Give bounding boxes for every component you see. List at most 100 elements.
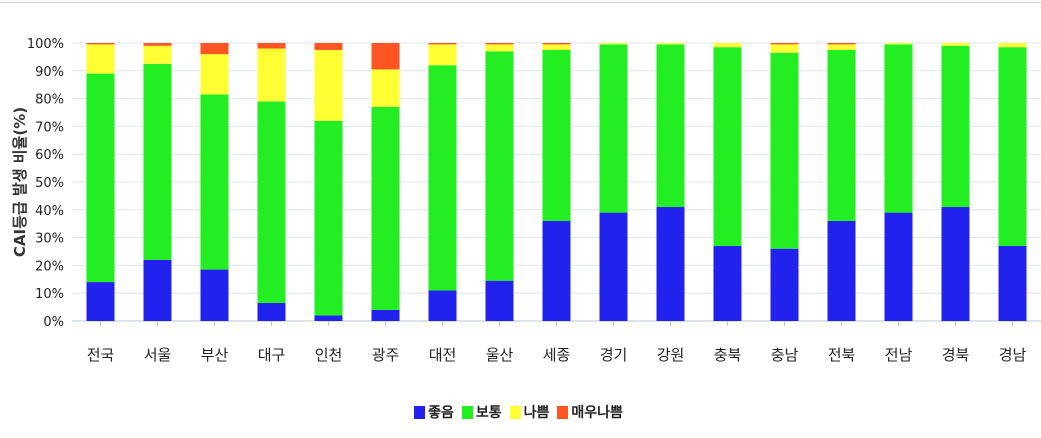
legend-label: 보통 [475, 405, 502, 421]
bar-segment [770, 43, 799, 45]
bar-segment [827, 49, 856, 221]
bars [86, 43, 1027, 321]
x-tick-label: 세종 [543, 346, 571, 364]
x-tick-label: 광주 [372, 346, 400, 364]
bar-segment [86, 43, 115, 45]
bar-segment [485, 44, 514, 52]
x-tick-label: 부산 [201, 346, 229, 364]
bar-segment [713, 47, 742, 246]
x-tick-label: 울산 [486, 346, 514, 364]
bar-segment [884, 212, 913, 321]
x-tick-label: 서울 [144, 346, 172, 364]
bar-segment [713, 245, 742, 321]
bar-segment [371, 69, 400, 107]
y-axis-title: CAI등급 발생 비율(%) [11, 107, 29, 257]
bar-segment [542, 49, 571, 221]
bar-segment [713, 43, 742, 48]
bar-segment [941, 207, 970, 321]
bar-segment [314, 315, 343, 321]
bar-segment [257, 101, 286, 303]
bar-segment [599, 43, 628, 45]
bar-segment [998, 47, 1027, 246]
bar-segment [314, 49, 343, 121]
bar-segment [827, 220, 856, 321]
y-tick-label: 20% [35, 259, 64, 274]
bar-segment [770, 52, 799, 249]
bar-segment [428, 44, 457, 66]
bar-segment [599, 212, 628, 321]
bar-segment [884, 43, 913, 45]
x-tick-label: 전국 [87, 346, 115, 364]
bar-segment [542, 43, 571, 45]
y-tick-label: 50% [35, 176, 64, 191]
axes: 0% 10% 20% 30% 40% 50% 60% 70% 80% 90% 100% 전국 서울 부산 대… [27, 37, 1027, 364]
x-tick-label: 충북 [714, 346, 742, 364]
bar-segment [941, 45, 970, 208]
bar-segment [770, 248, 799, 321]
bar-segment [86, 282, 115, 321]
legend-swatch [509, 405, 521, 419]
bar-segment [884, 44, 913, 213]
top-divider [0, 2, 1041, 3]
legend-swatch [557, 405, 569, 419]
bar-segment [656, 207, 685, 321]
bar-segment [998, 43, 1027, 48]
legend-swatch [414, 405, 426, 419]
bar-segment [371, 43, 400, 70]
y-tick-label: 30% [35, 232, 64, 247]
bar-segment [200, 269, 229, 321]
legend-label: 나쁨 [523, 405, 550, 421]
bar-segment [314, 43, 343, 50]
bar-segment [542, 220, 571, 321]
bar-segment [428, 43, 457, 45]
bar-segment [143, 259, 172, 321]
stacked-bar-chart: 0% 10% 20% 30% 40% 50% 60% 70% 80% 90% 100% 전국 서울 부산 대… [11, 37, 1041, 364]
bar-segment [827, 43, 856, 45]
legend-label: 좋음 [428, 405, 454, 421]
y-tick-label: 90% [35, 65, 64, 80]
bar-segment [428, 290, 457, 321]
bar-segment [257, 48, 286, 102]
legend-label: 매우나쁨 [571, 405, 623, 421]
bar-segment [599, 44, 628, 213]
bar-segment [485, 280, 514, 321]
legend-swatch [461, 405, 473, 419]
legend-item: 매우나쁨 [557, 402, 623, 422]
bar-segment [200, 54, 229, 95]
bar-segment [371, 309, 400, 321]
y-tick-label: 80% [35, 93, 64, 108]
bar-segment [941, 43, 970, 46]
bar-segment [257, 302, 286, 321]
bar-segment [257, 43, 286, 49]
legend-item: 나쁨 [509, 402, 550, 422]
bar-segment [86, 73, 115, 283]
x-tick-label: 충남 [771, 346, 799, 364]
bar-segment [143, 45, 172, 64]
bar-segment [485, 51, 514, 281]
x-tick-label: 경남 [999, 346, 1027, 364]
bar-segment [485, 43, 514, 45]
bar-segment [656, 43, 685, 45]
bar-segment [143, 63, 172, 260]
x-tick-label: 강원 [657, 346, 685, 364]
bar-segment [371, 106, 400, 310]
bar-segment [428, 65, 457, 291]
chart-legend: 좋음 보통 나쁨 매우나쁨 [0, 402, 1041, 422]
x-tick-label: 경북 [942, 346, 970, 364]
legend-item: 좋음 [414, 402, 454, 422]
x-tick-label: 대전 [429, 346, 457, 364]
x-tick-label: 전남 [885, 346, 913, 364]
y-tick-label: 60% [35, 148, 64, 163]
bar-segment [656, 44, 685, 208]
x-tick-label: 대구 [258, 346, 286, 364]
legend-item: 보통 [461, 402, 502, 422]
x-tick-label: 경기 [600, 346, 628, 364]
bar-segment [770, 44, 799, 53]
y-tick-label: 0% [43, 315, 64, 330]
y-tick-label: 40% [35, 204, 64, 219]
y-tick-label: 100% [27, 37, 64, 52]
bar-segment [143, 43, 172, 46]
x-tick-label: 인천 [315, 346, 343, 364]
x-tick-label: 전북 [828, 346, 856, 364]
y-tick-label: 70% [35, 120, 64, 135]
